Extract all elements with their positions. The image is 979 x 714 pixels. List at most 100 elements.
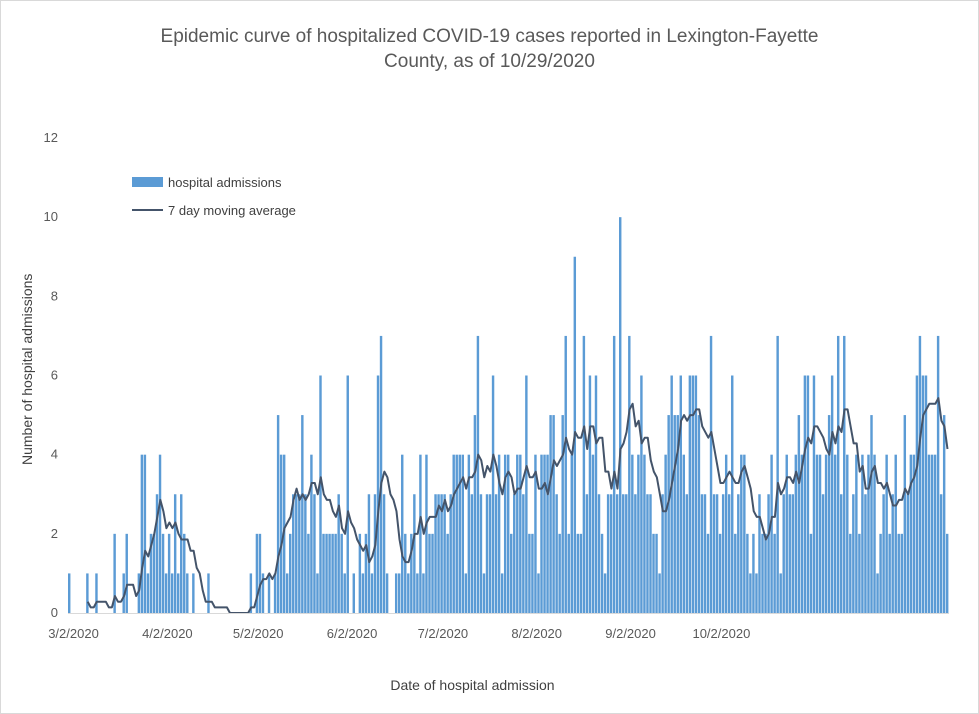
chart-title: Epidemic curve of hospitalized COVID-19 …	[0, 24, 979, 74]
admission-bar	[307, 533, 310, 613]
admission-bar	[634, 494, 637, 613]
legend-label-admissions: hospital admissions	[168, 174, 282, 190]
legend-swatch-bar	[132, 177, 163, 187]
admission-bar	[367, 494, 371, 613]
admission-bar	[440, 494, 443, 613]
admission-bar	[570, 454, 573, 613]
admission-bar	[900, 533, 903, 613]
admission-bar	[918, 335, 922, 613]
admission-bar	[812, 375, 816, 613]
admission-bar	[915, 375, 919, 613]
admission-bar	[449, 494, 452, 613]
admission-bar	[640, 375, 643, 613]
admission-bar	[803, 375, 807, 613]
admission-bar	[688, 375, 692, 613]
y-tick-label: 6	[51, 368, 58, 383]
admission-bar	[576, 533, 580, 613]
admission-bar	[337, 494, 340, 613]
admission-bar	[261, 573, 265, 613]
admission-bar	[473, 415, 477, 613]
admission-bar	[140, 454, 144, 613]
admission-bar	[782, 494, 785, 613]
admission-bar	[413, 494, 416, 613]
admission-bar	[343, 573, 346, 613]
admission-bar	[322, 533, 325, 613]
admission-bar	[149, 533, 153, 613]
admission-bar	[443, 494, 446, 613]
admission-bar	[818, 454, 822, 613]
admission-bar	[779, 573, 782, 613]
admission-bar	[600, 533, 604, 613]
admission-bar	[295, 494, 298, 613]
admission-bar	[709, 335, 713, 613]
admission-bar	[361, 573, 365, 613]
admission-bar	[606, 494, 610, 613]
admission-bar	[370, 573, 374, 613]
admission-bar	[625, 494, 628, 613]
admission-bar	[316, 573, 319, 613]
admission-bar	[579, 533, 583, 613]
admission-bar	[694, 375, 698, 613]
admission-bar	[797, 415, 801, 613]
admission-bar	[503, 454, 507, 613]
admission-bar	[255, 533, 259, 613]
admission-bar	[673, 415, 676, 613]
admission-bar	[416, 573, 419, 613]
admission-bar	[906, 494, 910, 613]
admission-bar	[279, 454, 283, 613]
admission-bar	[891, 494, 894, 613]
admission-bar	[292, 494, 295, 613]
admission-bar	[304, 494, 307, 613]
admission-bar	[285, 573, 289, 613]
admission-bar	[597, 494, 601, 613]
admission-bar	[758, 494, 761, 613]
x-tick-label: 7/2/2020	[418, 626, 469, 641]
admission-bar	[664, 454, 667, 613]
admission-bar	[655, 533, 658, 613]
admission-bar	[552, 415, 555, 613]
admission-bar	[731, 375, 734, 613]
admission-bar	[276, 415, 280, 613]
admission-bar	[773, 533, 776, 613]
admission-bar	[434, 494, 437, 613]
legend-label-moving-average: 7 day moving average	[168, 202, 296, 218]
admission-bar	[334, 533, 337, 613]
admission-bar	[930, 454, 934, 613]
admission-bar	[482, 573, 486, 613]
admission-bar	[422, 573, 425, 613]
admission-bar	[873, 454, 876, 613]
admission-bar	[267, 573, 271, 613]
admission-bar	[516, 454, 519, 613]
admission-bar	[379, 335, 383, 613]
admission-bar	[428, 533, 431, 613]
admission-bar	[706, 533, 710, 613]
admission-bar	[743, 454, 746, 613]
legend-swatch-line	[132, 209, 163, 211]
x-tick-label: 3/2/2020	[48, 626, 99, 641]
admission-bar	[476, 335, 480, 613]
legend-item-admissions: hospital admissions	[132, 168, 296, 196]
admission-bar	[734, 533, 737, 613]
admission-bar	[585, 494, 589, 613]
admission-bar	[382, 494, 386, 613]
admission-bar	[558, 533, 561, 613]
admission-bar	[622, 494, 625, 613]
admission-bar	[207, 573, 210, 613]
admission-bar	[921, 375, 925, 613]
admission-bar	[858, 533, 861, 613]
admission-bar	[249, 573, 253, 613]
admission-bar	[564, 335, 567, 613]
admission-bar	[419, 454, 422, 613]
admission-bar	[485, 494, 489, 613]
admission-bar	[531, 533, 534, 613]
admission-bar	[724, 454, 728, 613]
admission-bar	[752, 533, 755, 613]
admission-bar	[870, 415, 873, 613]
admission-bar	[519, 454, 522, 613]
admission-bar	[836, 335, 840, 613]
admission-bar	[861, 454, 864, 613]
admission-bar	[173, 494, 177, 613]
y-tick-label: 0	[51, 605, 58, 620]
admission-bar	[152, 533, 156, 613]
